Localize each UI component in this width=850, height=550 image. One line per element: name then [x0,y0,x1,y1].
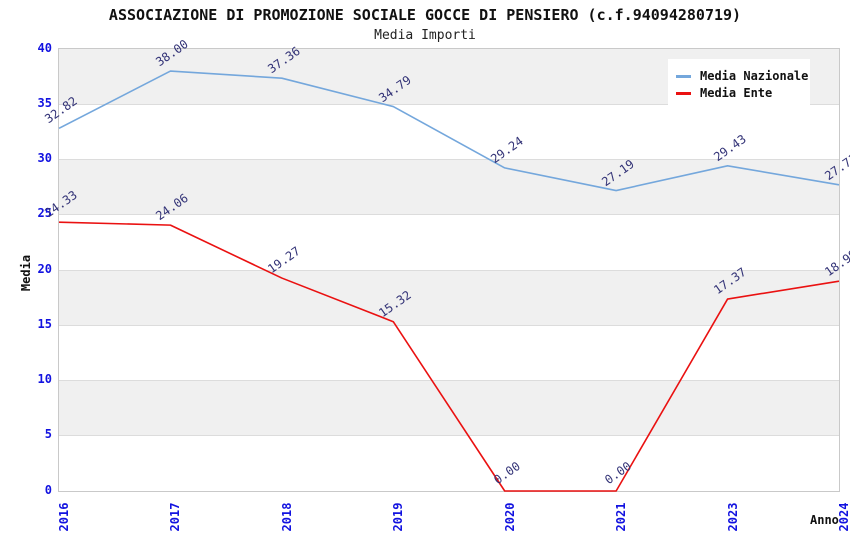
y-tick-label: 0 [44,482,52,497]
legend-line-icon [676,91,691,95]
y-tick-label: 5 [44,427,52,442]
gridline [59,435,839,437]
y-tick-label: 35 [37,95,52,110]
y-tick-label: 20 [37,261,52,276]
legend-label: Media Nazionale [700,69,809,83]
series-line-media-nazionale [58,70,840,192]
legend-item: Media Ente [676,86,802,100]
gridline [59,269,839,271]
gridline [59,324,839,326]
legend: Media Nazionale Media Ente [668,59,810,110]
x-tick-label: 2020 [502,502,517,532]
series-line-media-ente [58,221,840,492]
y-tick-label: 10 [37,372,52,386]
x-tick-label: 2019 [391,502,406,532]
x-tick-label: 2016 [57,502,71,532]
y-tick-label: 25 [37,206,52,221]
series-canvas [58,70,840,492]
x-axis-title: Anno [810,513,839,527]
legend-item: Media Nazionale [676,69,808,83]
chart-title: ASSOCIAZIONE DI PROMOZIONE SOCIALE GOCCE… [108,6,742,24]
x-tick-label: 2024 [837,502,850,532]
gridline [59,380,839,381]
gridline [59,214,839,216]
gridline [59,159,839,160]
y-tick-label: 15 [37,316,52,331]
y-tick-label: 30 [37,151,52,165]
legend-line-icon [676,74,691,78]
chart-subtitle: Media Importi [374,28,476,43]
x-tick-label: 2017 [168,502,183,532]
legend-label: Media Ente [700,86,773,100]
plot-area [58,48,840,492]
x-tick-label: 2018 [279,502,294,532]
gridline [59,103,839,105]
x-tick-label: 2023 [725,502,740,532]
x-tick-label: 2021 [614,502,629,532]
y-tick-label: 40 [37,40,52,55]
